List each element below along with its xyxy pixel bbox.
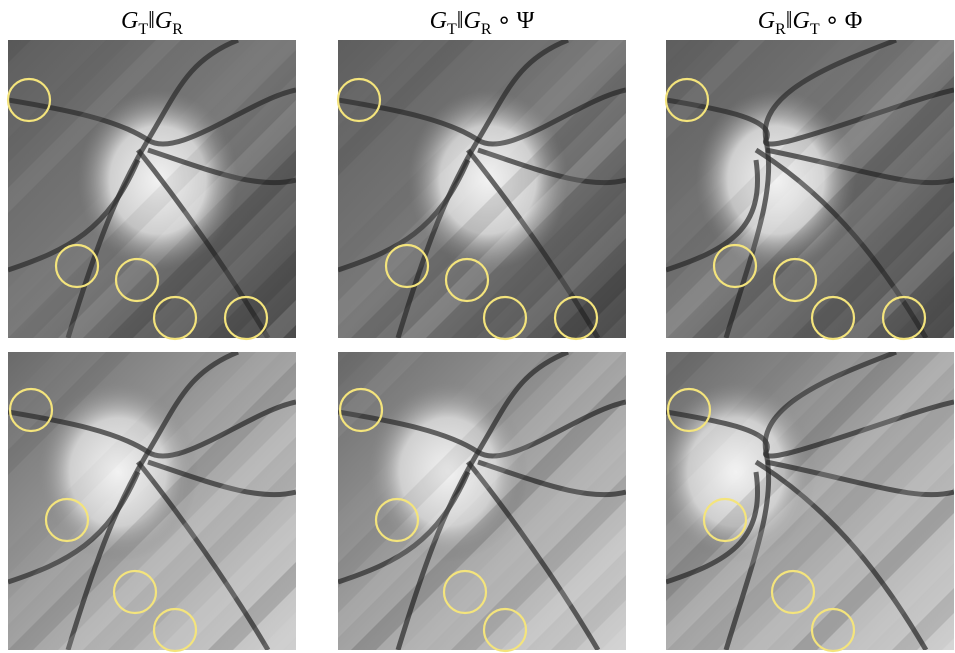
header-subscript: T: [447, 21, 457, 38]
header-symbol: G: [464, 8, 481, 34]
header-symbol: G: [758, 8, 775, 34]
column-header: GT​‖GR​: [121, 8, 183, 38]
header-symbol: G: [155, 8, 172, 34]
header-symbol: ∘: [825, 8, 840, 34]
header-symbol: G: [793, 8, 810, 34]
header-subscript: T: [810, 21, 820, 38]
header-symbol: ∘: [497, 8, 512, 34]
header-symbol: ‖: [786, 8, 793, 34]
figure: GT​‖GR​ GT​‖GR​∘Ψ GR​‖GT​∘Φ: [0, 0, 955, 653]
header-symbol: Ψ: [517, 8, 535, 34]
header-symbol: Φ: [845, 8, 863, 34]
header-symbol: G: [430, 8, 447, 34]
column-header: GR​‖GT​∘Φ: [758, 8, 862, 38]
header-symbol: ‖: [457, 8, 464, 34]
header-subscript: T: [138, 21, 148, 38]
header-subscript: R: [775, 21, 786, 38]
header-symbol: ‖: [148, 8, 155, 34]
header-subscript: R: [172, 21, 183, 38]
column-header: GT​‖GR​∘Ψ: [430, 8, 535, 38]
header-symbol: G: [121, 8, 138, 34]
header-subscript: R: [481, 21, 492, 38]
